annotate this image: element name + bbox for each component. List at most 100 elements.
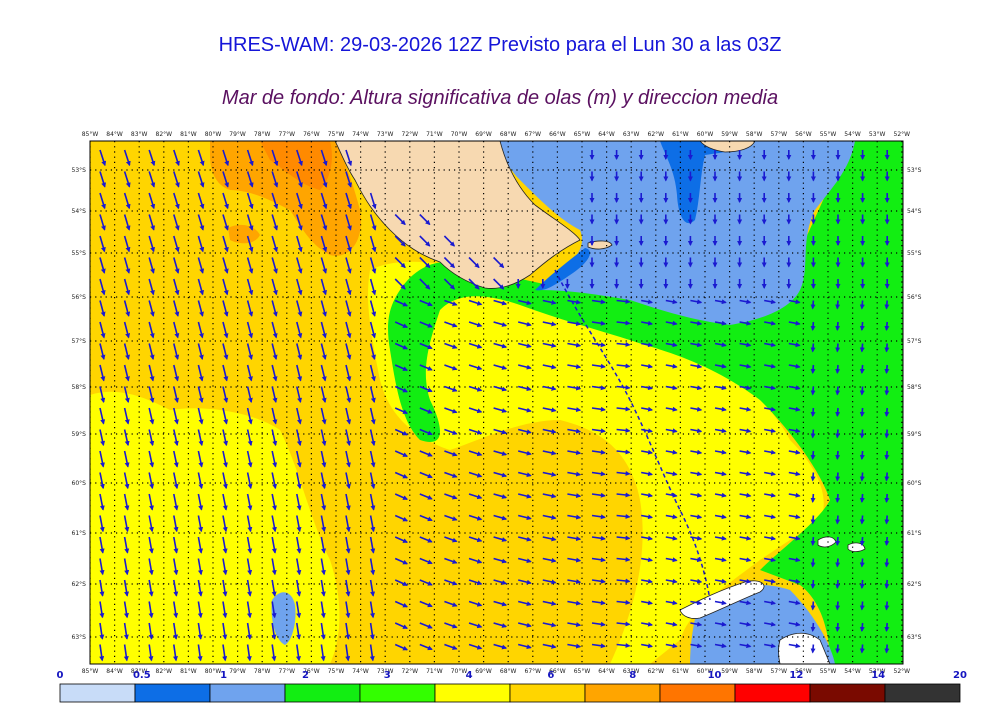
direction-arrow (296, 493, 302, 511)
direction-arrow (296, 622, 302, 640)
direction-arrow (123, 214, 131, 231)
direction-arrow (493, 407, 508, 413)
direction-arrow (444, 493, 458, 500)
direction-arrow (665, 363, 678, 369)
direction-arrow (123, 450, 130, 468)
map-fields (90, 141, 903, 664)
direction-arrow (320, 622, 326, 640)
direction-arrow (444, 364, 458, 371)
direction-arrow (567, 536, 582, 542)
direction-arrow (468, 299, 483, 306)
direction-arrow (788, 492, 801, 498)
direction-arrow (810, 601, 816, 611)
direction-arrow (123, 579, 130, 597)
direction-arrow (148, 214, 156, 231)
direction-arrow (641, 514, 654, 520)
direction-arrow (369, 536, 376, 554)
direction-arrow (444, 385, 458, 392)
direction-arrow (665, 299, 678, 305)
latitude-label: 53°S (907, 167, 922, 174)
direction-arrow (493, 342, 508, 349)
direction-arrow (518, 407, 532, 413)
direction-arrow (493, 256, 505, 269)
direction-arrow (99, 579, 105, 597)
direction-arrow (246, 601, 252, 619)
longitude-label: 68°W (500, 131, 517, 138)
direction-arrow (296, 515, 302, 533)
direction-arrow (859, 343, 865, 353)
direction-arrow (567, 450, 582, 456)
direction-arrow (148, 171, 156, 188)
direction-arrow (468, 557, 483, 564)
direction-arrow (468, 536, 483, 543)
direction-arrow (394, 299, 409, 307)
direction-arrow (99, 321, 106, 339)
latitude-label: 61°S (907, 530, 922, 537)
longitude-label: 69°W (475, 668, 492, 675)
direction-arrow (493, 299, 508, 306)
direction-arrow (320, 601, 326, 619)
direction-arrow (567, 385, 582, 391)
direction-arrow (518, 321, 532, 327)
direction-arrow (345, 450, 351, 468)
direction-arrow (148, 321, 155, 339)
direction-arrow (271, 644, 277, 662)
direction-arrow (246, 558, 253, 576)
longitude-label: 60°W (697, 668, 714, 675)
direction-arrow (690, 471, 703, 477)
direction-arrow (444, 342, 458, 349)
direction-arrow (123, 192, 131, 210)
colorbar-swatch (284, 683, 361, 703)
direction-arrow (788, 428, 801, 434)
direction-arrow (345, 235, 352, 253)
longitude-label: 52°W (894, 131, 911, 138)
direction-arrow (99, 149, 107, 167)
direction-arrow (148, 343, 155, 360)
direction-arrow (591, 406, 606, 412)
direction-arrow (616, 642, 631, 648)
longitude-label: 72°W (402, 131, 419, 138)
direction-arrow (246, 278, 254, 296)
direction-arrow (222, 386, 229, 404)
direction-arrow (320, 407, 327, 425)
direction-arrow (764, 471, 777, 477)
direction-arrow (714, 406, 727, 412)
direction-arrow (616, 298, 631, 304)
direction-arrow (222, 493, 228, 511)
direction-arrow (859, 321, 865, 331)
longitude-label: 77°W (279, 131, 296, 138)
direction-arrow (859, 429, 865, 439)
direction-arrow (99, 386, 106, 404)
colorbar-swatch (659, 683, 736, 703)
direction-arrow (123, 386, 130, 404)
direction-arrow (518, 471, 532, 478)
direction-arrow (542, 471, 557, 477)
direction-arrow (567, 622, 582, 628)
direction-arrow (714, 385, 727, 391)
direction-arrow (567, 428, 582, 434)
direction-arrow (173, 386, 179, 404)
longitude-label: 74°W (352, 131, 369, 138)
direction-arrow (222, 644, 228, 662)
direction-arrow (542, 321, 557, 327)
direction-arrow (296, 450, 302, 468)
direction-arrow (542, 493, 557, 499)
colorbar-tick-label: 20 (953, 670, 967, 681)
longitude-label: 74°W (352, 668, 369, 675)
colorbar-tick-label: 1 (220, 670, 227, 681)
direction-arrow (591, 449, 606, 455)
colorbar-tick-label: 0 (57, 670, 64, 681)
direction-arrow (739, 363, 752, 369)
direction-arrow (99, 257, 106, 274)
direction-arrow (788, 557, 801, 563)
direction-arrow (859, 386, 865, 396)
colorbar-tick-label: 0.5 (133, 670, 151, 681)
direction-arrow (320, 429, 327, 447)
direction-arrow (148, 558, 154, 576)
latitude-label: 60°S (72, 480, 87, 487)
direction-arrow (690, 385, 703, 391)
direction-arrow (884, 579, 890, 589)
direction-arrow (810, 407, 816, 417)
direction-arrow (468, 471, 483, 478)
